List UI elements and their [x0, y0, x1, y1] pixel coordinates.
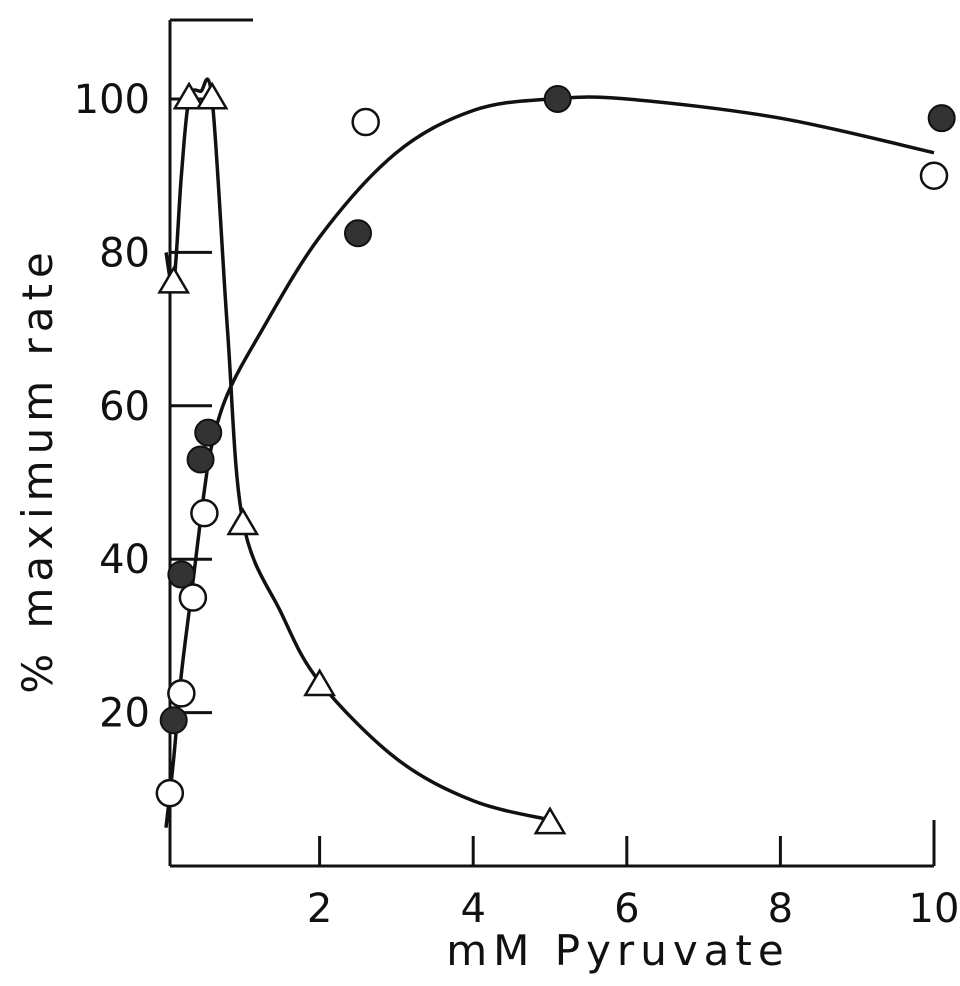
circle-fit-curve: [164, 95, 935, 828]
y-tick-label: 100: [74, 77, 150, 123]
axes: [168, 18, 936, 868]
open-circle-point: [351, 107, 380, 137]
open-triangle-point: [303, 668, 337, 697]
x-tick-label: 2: [307, 886, 332, 932]
y-tick-label: 60: [99, 384, 150, 430]
triangle-fit-curve: [164, 77, 551, 822]
x-tick-label: 8: [768, 886, 793, 932]
open-circle-point: [919, 161, 949, 190]
open-triangle-point: [195, 81, 229, 110]
y-tick-label: 20: [99, 691, 150, 737]
open-triangle-point: [226, 507, 260, 536]
open-circle-point: [155, 778, 185, 808]
filled-circle-point: [186, 445, 215, 474]
open-circle-point: [178, 583, 208, 612]
filled-circle-point: [167, 560, 196, 589]
open-triangle-point: [533, 806, 567, 835]
y-tick-label: 40: [99, 537, 150, 583]
x-tick-label: 4: [460, 886, 485, 932]
filled-circle-point: [344, 219, 372, 248]
open-triangle-point: [172, 81, 206, 110]
x-tick-label: 6: [614, 886, 639, 932]
fit-curves: [164, 77, 935, 828]
open-circle-point: [167, 679, 196, 708]
open-circle-point: [190, 498, 219, 528]
open-triangle-point: [157, 265, 191, 294]
y-tick-label: 80: [99, 230, 150, 276]
filled-circle-point: [159, 706, 188, 735]
filled-circle-point: [194, 418, 223, 447]
y-axis-title: % maximum rate: [13, 246, 62, 694]
filled-circle-point: [543, 85, 572, 113]
data-points: [155, 81, 956, 835]
tick-labels: 20 40 60 80 100 2 4 6 8 10: [74, 77, 960, 932]
x-tick-label: 10: [909, 886, 960, 932]
filled-circle-point: [927, 104, 956, 133]
x-axis-title: mM Pyruvate: [446, 926, 789, 975]
